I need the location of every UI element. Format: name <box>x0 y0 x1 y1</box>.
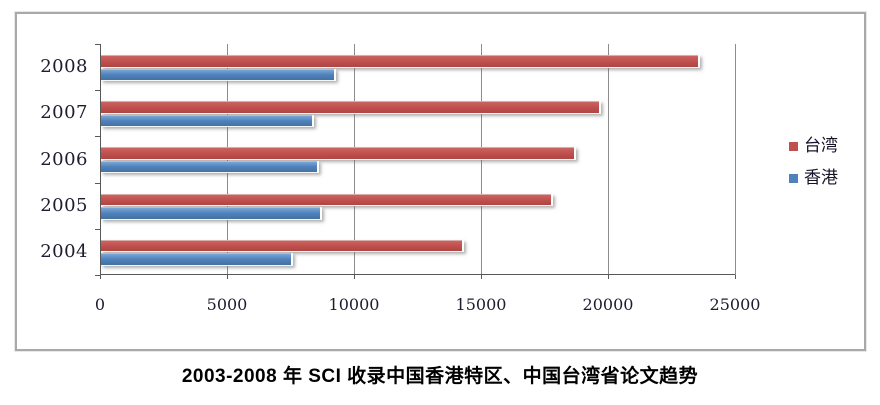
x-axis-line <box>100 274 735 275</box>
y-tick-label: 2006 <box>40 148 88 170</box>
x-axis-tick <box>354 275 355 279</box>
gridline-25000 <box>735 44 736 275</box>
y-tick-label: 2007 <box>40 102 88 124</box>
x-tick-label: 25000 <box>709 295 761 314</box>
legend-label: 台湾 <box>804 136 838 156</box>
legend-label: 香港 <box>804 168 838 188</box>
bar-香港-2005 <box>101 207 322 220</box>
x-axis-tick <box>608 275 609 279</box>
legend-item-香港: 香港 <box>789 162 838 194</box>
bar-台湾-2006 <box>101 147 576 160</box>
bar-香港-2006 <box>101 160 320 174</box>
x-axis-tick <box>481 275 482 279</box>
y-axis-tick <box>95 136 100 138</box>
legend-item-台湾: 台湾 <box>789 130 838 162</box>
y-tick-label: 2004 <box>40 240 88 262</box>
x-tick-label: 20000 <box>582 295 634 314</box>
chart-frame: 台湾香港 0 5000 10000 15000 20000 25000 2008 2007 20… <box>15 12 866 351</box>
x-axis-tick <box>735 275 736 279</box>
x-axis-tick <box>100 275 101 279</box>
y-axis-tick <box>95 44 100 45</box>
x-tick-label: 5000 <box>206 295 248 314</box>
legend: 台湾 香港 <box>789 130 838 194</box>
chart-title: 2003-2008 年 SCI 收录中国香港特区、中国台湾省论文趋势 <box>181 366 699 387</box>
bar-台湾-2004 <box>101 239 465 253</box>
bar-台湾-2005 <box>101 193 554 207</box>
bar-香港-2004 <box>101 253 293 266</box>
y-axis-tick <box>95 182 100 184</box>
x-tick-label: 0 <box>94 295 106 314</box>
y-tick-label: 2008 <box>40 56 88 78</box>
plot-area <box>95 44 736 279</box>
bar-台湾-2008 <box>101 55 701 68</box>
y-axis-line <box>100 44 101 275</box>
y-axis-tick <box>95 90 100 92</box>
x-axis-tick <box>227 275 228 279</box>
legend-swatch-icon <box>789 141 798 151</box>
bar-香港-2007 <box>101 114 315 128</box>
bar-香港-2008 <box>101 68 336 81</box>
bar-台湾-2007 <box>101 101 602 114</box>
gridline-20000 <box>608 44 609 275</box>
legend-swatch-icon <box>789 173 798 183</box>
y-axis-tick <box>95 228 100 230</box>
y-axis-tick <box>95 275 100 276</box>
x-tick-label: 10000 <box>328 295 380 314</box>
y-tick-label: 2005 <box>40 194 88 216</box>
x-tick-label: 15000 <box>455 295 507 314</box>
